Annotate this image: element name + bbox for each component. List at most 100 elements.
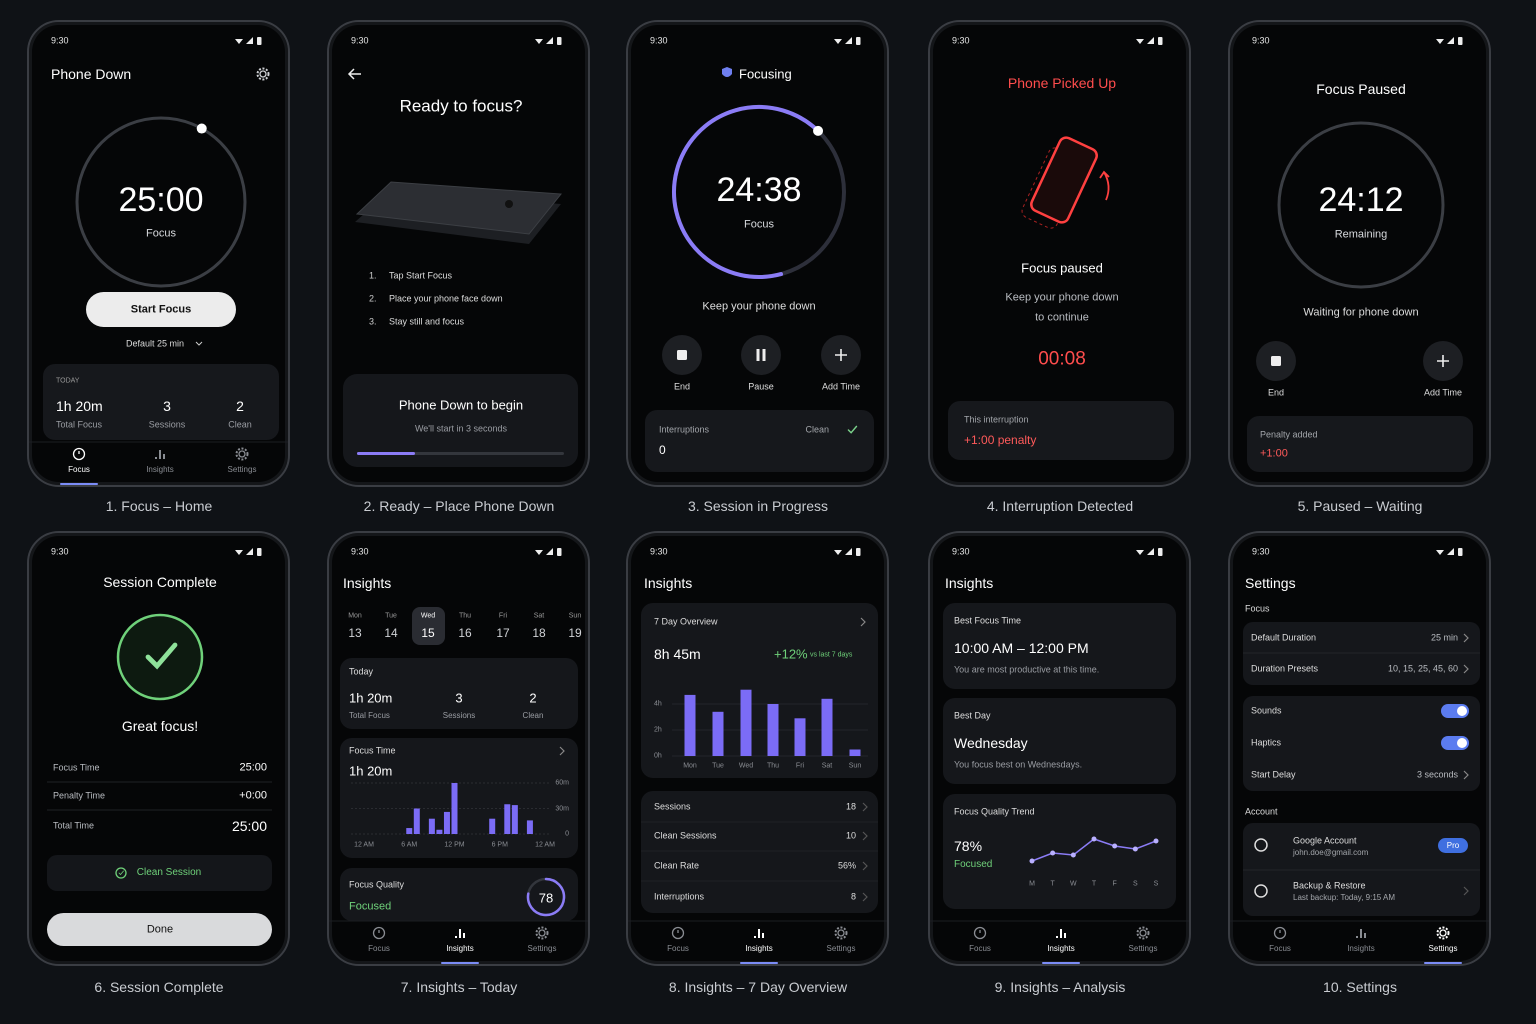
step-number: 3. xyxy=(369,316,377,327)
battery-icon xyxy=(1458,37,1463,45)
status-time: 9:30 xyxy=(650,546,668,557)
x-tick-label: T xyxy=(1091,880,1097,888)
insights-icon xyxy=(1364,933,1366,938)
nav-item[interactable]: Insights xyxy=(446,944,474,953)
signal-icon xyxy=(845,548,852,555)
caption: 5. Paused – Waiting xyxy=(1297,498,1423,514)
nav-item[interactable]: Focus xyxy=(68,465,90,474)
card-value: +1:00 penalty xyxy=(964,433,1037,447)
dropdown-icon xyxy=(195,341,203,346)
today-card xyxy=(43,364,279,440)
nav-item[interactable]: Settings xyxy=(527,944,557,953)
nav-item[interactable]: Focus xyxy=(368,944,390,953)
insights-icon xyxy=(455,936,457,938)
nav-active-indicator xyxy=(441,962,479,964)
day-name[interactable]: Mon xyxy=(348,612,362,620)
phone-icon xyxy=(1030,136,1098,224)
day-name[interactable]: Tue xyxy=(385,612,397,620)
card-value: Wednesday xyxy=(954,735,1028,751)
nav-item[interactable]: Settings xyxy=(227,465,257,474)
day-name[interactable]: Fri xyxy=(498,612,508,620)
gear-icon xyxy=(538,929,546,937)
timer: 24:12 xyxy=(1318,181,1404,219)
wifi-icon xyxy=(235,39,243,44)
status-time: 9:30 xyxy=(351,35,369,46)
setting-label[interactable]: Duration Presets xyxy=(1251,663,1319,674)
day-name[interactable]: Thu xyxy=(458,612,472,620)
day-date[interactable]: 13 xyxy=(348,626,362,640)
control-label[interactable]: End xyxy=(673,381,691,392)
signal-icon xyxy=(546,37,553,44)
change: +12% xyxy=(774,646,808,662)
nav-item[interactable]: Focus xyxy=(969,944,991,953)
control-label[interactable]: Add Time xyxy=(1423,387,1463,398)
status-time: 9:30 xyxy=(952,546,970,557)
card-label: Interruptions xyxy=(659,424,710,435)
pro-badge-label: Pro xyxy=(1446,841,1460,850)
nav-item[interactable]: Focus xyxy=(667,944,689,953)
success-circle xyxy=(116,613,204,701)
setting-label[interactable]: Default Duration xyxy=(1251,632,1317,643)
message: Great focus! xyxy=(121,718,199,734)
nav-item[interactable]: Insights xyxy=(745,944,773,953)
pause-icon xyxy=(762,349,766,361)
row-label[interactable]: Clean Sessions xyxy=(654,830,717,841)
done-button[interactable] xyxy=(47,913,272,946)
section-label: TODAY xyxy=(56,377,80,385)
nav-item[interactable]: Settings xyxy=(1428,944,1458,953)
insights-icon xyxy=(762,933,764,938)
nav-item[interactable]: Insights xyxy=(1347,944,1375,953)
control-label[interactable]: Add Time xyxy=(821,381,861,392)
start-button-label[interactable]: Start Focus xyxy=(130,303,192,316)
nav-item[interactable]: Focus xyxy=(1269,944,1291,953)
stop-icon xyxy=(1271,356,1281,366)
account-subtitle: john.doe@gmail.com xyxy=(1293,848,1369,857)
x-tick-label: Sat xyxy=(821,762,833,770)
nav-item[interactable]: Settings xyxy=(826,944,856,953)
card-label: Best Day xyxy=(954,710,991,721)
stat-value: 2 xyxy=(529,690,537,706)
control-label[interactable]: End xyxy=(1267,387,1285,398)
nav-item[interactable]: Insights xyxy=(146,465,174,474)
quality-label: Focused xyxy=(349,900,392,913)
control-button xyxy=(1256,341,1296,381)
insight-card xyxy=(943,603,1176,689)
day-date[interactable]: 15 xyxy=(421,626,435,640)
insights-icon xyxy=(1356,936,1358,938)
account-title[interactable]: Backup & Restore xyxy=(1293,880,1366,891)
phone-screen: 9:30 Phone Picked Up Focus paused Keep your… xyxy=(928,20,1191,487)
wifi-icon xyxy=(535,39,543,44)
day-date[interactable]: 17 xyxy=(496,626,510,640)
day-name[interactable]: Sat xyxy=(533,612,545,620)
phone-screen: 9:30 Focus Paused 24:12 Remaining Waiting fo… xyxy=(1228,20,1491,487)
row-value: 10 xyxy=(845,830,856,841)
card-title: Focus Time xyxy=(349,745,396,756)
day-date[interactable]: 16 xyxy=(458,626,472,640)
account-title[interactable]: Google Account xyxy=(1293,835,1357,846)
day-name[interactable]: Wed xyxy=(420,612,436,620)
screen-title: Insights xyxy=(945,575,994,591)
nav-item[interactable]: Insights xyxy=(1047,944,1075,953)
focus-icon xyxy=(1273,926,1287,940)
duration-select[interactable]: Default 25 min xyxy=(125,338,185,349)
day-name[interactable]: Sun xyxy=(568,612,582,620)
row-label[interactable]: Interruptions xyxy=(654,891,705,902)
screen-title: Session Complete xyxy=(103,574,217,590)
day-date[interactable]: 14 xyxy=(384,626,398,640)
gear-icon xyxy=(259,70,267,78)
row-label[interactable]: Clean Rate xyxy=(654,860,700,871)
day-date[interactable]: 19 xyxy=(568,626,582,640)
x-tick-label: S xyxy=(1153,880,1159,888)
day-date[interactable]: 18 xyxy=(532,626,546,640)
phone-illustration xyxy=(355,192,561,244)
done-button-label[interactable]: Done xyxy=(146,923,174,936)
insights-icon xyxy=(1060,929,1062,938)
back-arrow xyxy=(347,68,361,80)
start-button[interactable] xyxy=(86,292,236,327)
control-label[interactable]: Pause xyxy=(748,381,774,392)
setting-value: 3 seconds xyxy=(1416,769,1458,780)
row-label[interactable]: Sessions xyxy=(654,801,691,812)
setting-label[interactable]: Start Delay xyxy=(1251,769,1296,780)
nav-item[interactable]: Settings xyxy=(1128,944,1158,953)
step-number: 2. xyxy=(369,293,377,304)
